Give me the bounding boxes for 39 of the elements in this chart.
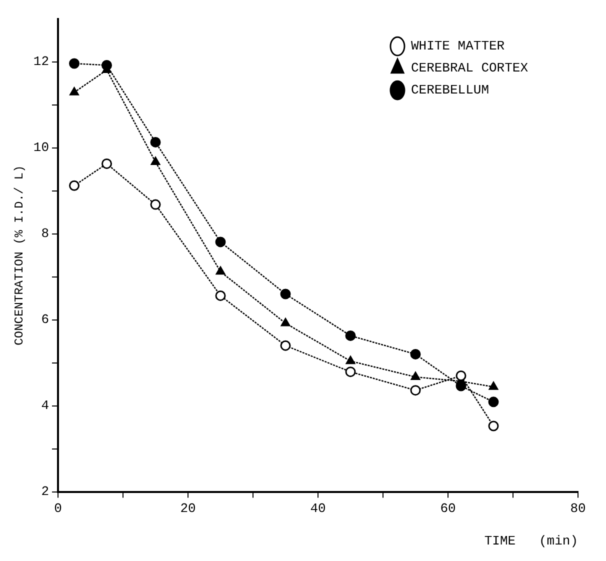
point: [410, 372, 420, 380]
y-tick-label: 8: [41, 226, 50, 242]
point: [150, 199, 161, 210]
point: [102, 158, 112, 169]
y-tick-label: 2: [41, 484, 50, 500]
x-axis-title: TIME (min): [484, 534, 578, 549]
point: [69, 58, 80, 69]
point: [280, 340, 291, 351]
x-tick-label: 40: [310, 501, 326, 516]
x-tick-label: 20: [180, 501, 196, 516]
point: [216, 266, 226, 275]
point: [69, 180, 80, 191]
point: [488, 396, 499, 408]
y-tick-label: 12: [33, 54, 50, 70]
point: [345, 366, 356, 378]
point: [488, 382, 498, 390]
point: [345, 330, 356, 341]
legend-label: CEREBRAL CORTEX: [410, 60, 528, 76]
point: [456, 370, 466, 381]
point: [410, 348, 421, 360]
y-tick-label: 6: [41, 312, 50, 328]
point: [280, 288, 291, 300]
legend-label: WHITE MATTER: [410, 38, 505, 54]
point: [215, 290, 226, 301]
legend-label: CEREBELLUM: [410, 82, 489, 98]
y-axis-title: CONCENTRATION (% I.D./ L): [12, 165, 26, 346]
y-tick-label: 4: [41, 398, 50, 414]
point: [150, 156, 160, 165]
point: [346, 356, 356, 364]
point: [280, 318, 290, 326]
point: [70, 87, 79, 96]
point: [488, 420, 499, 432]
point: [215, 236, 226, 248]
y-tick-label: 10: [33, 140, 50, 156]
x-tick-label: 0: [54, 501, 62, 516]
x-tick-label: 60: [440, 501, 456, 516]
point: [410, 385, 421, 396]
point: [150, 136, 161, 148]
x-tick-label: 80: [570, 501, 586, 516]
